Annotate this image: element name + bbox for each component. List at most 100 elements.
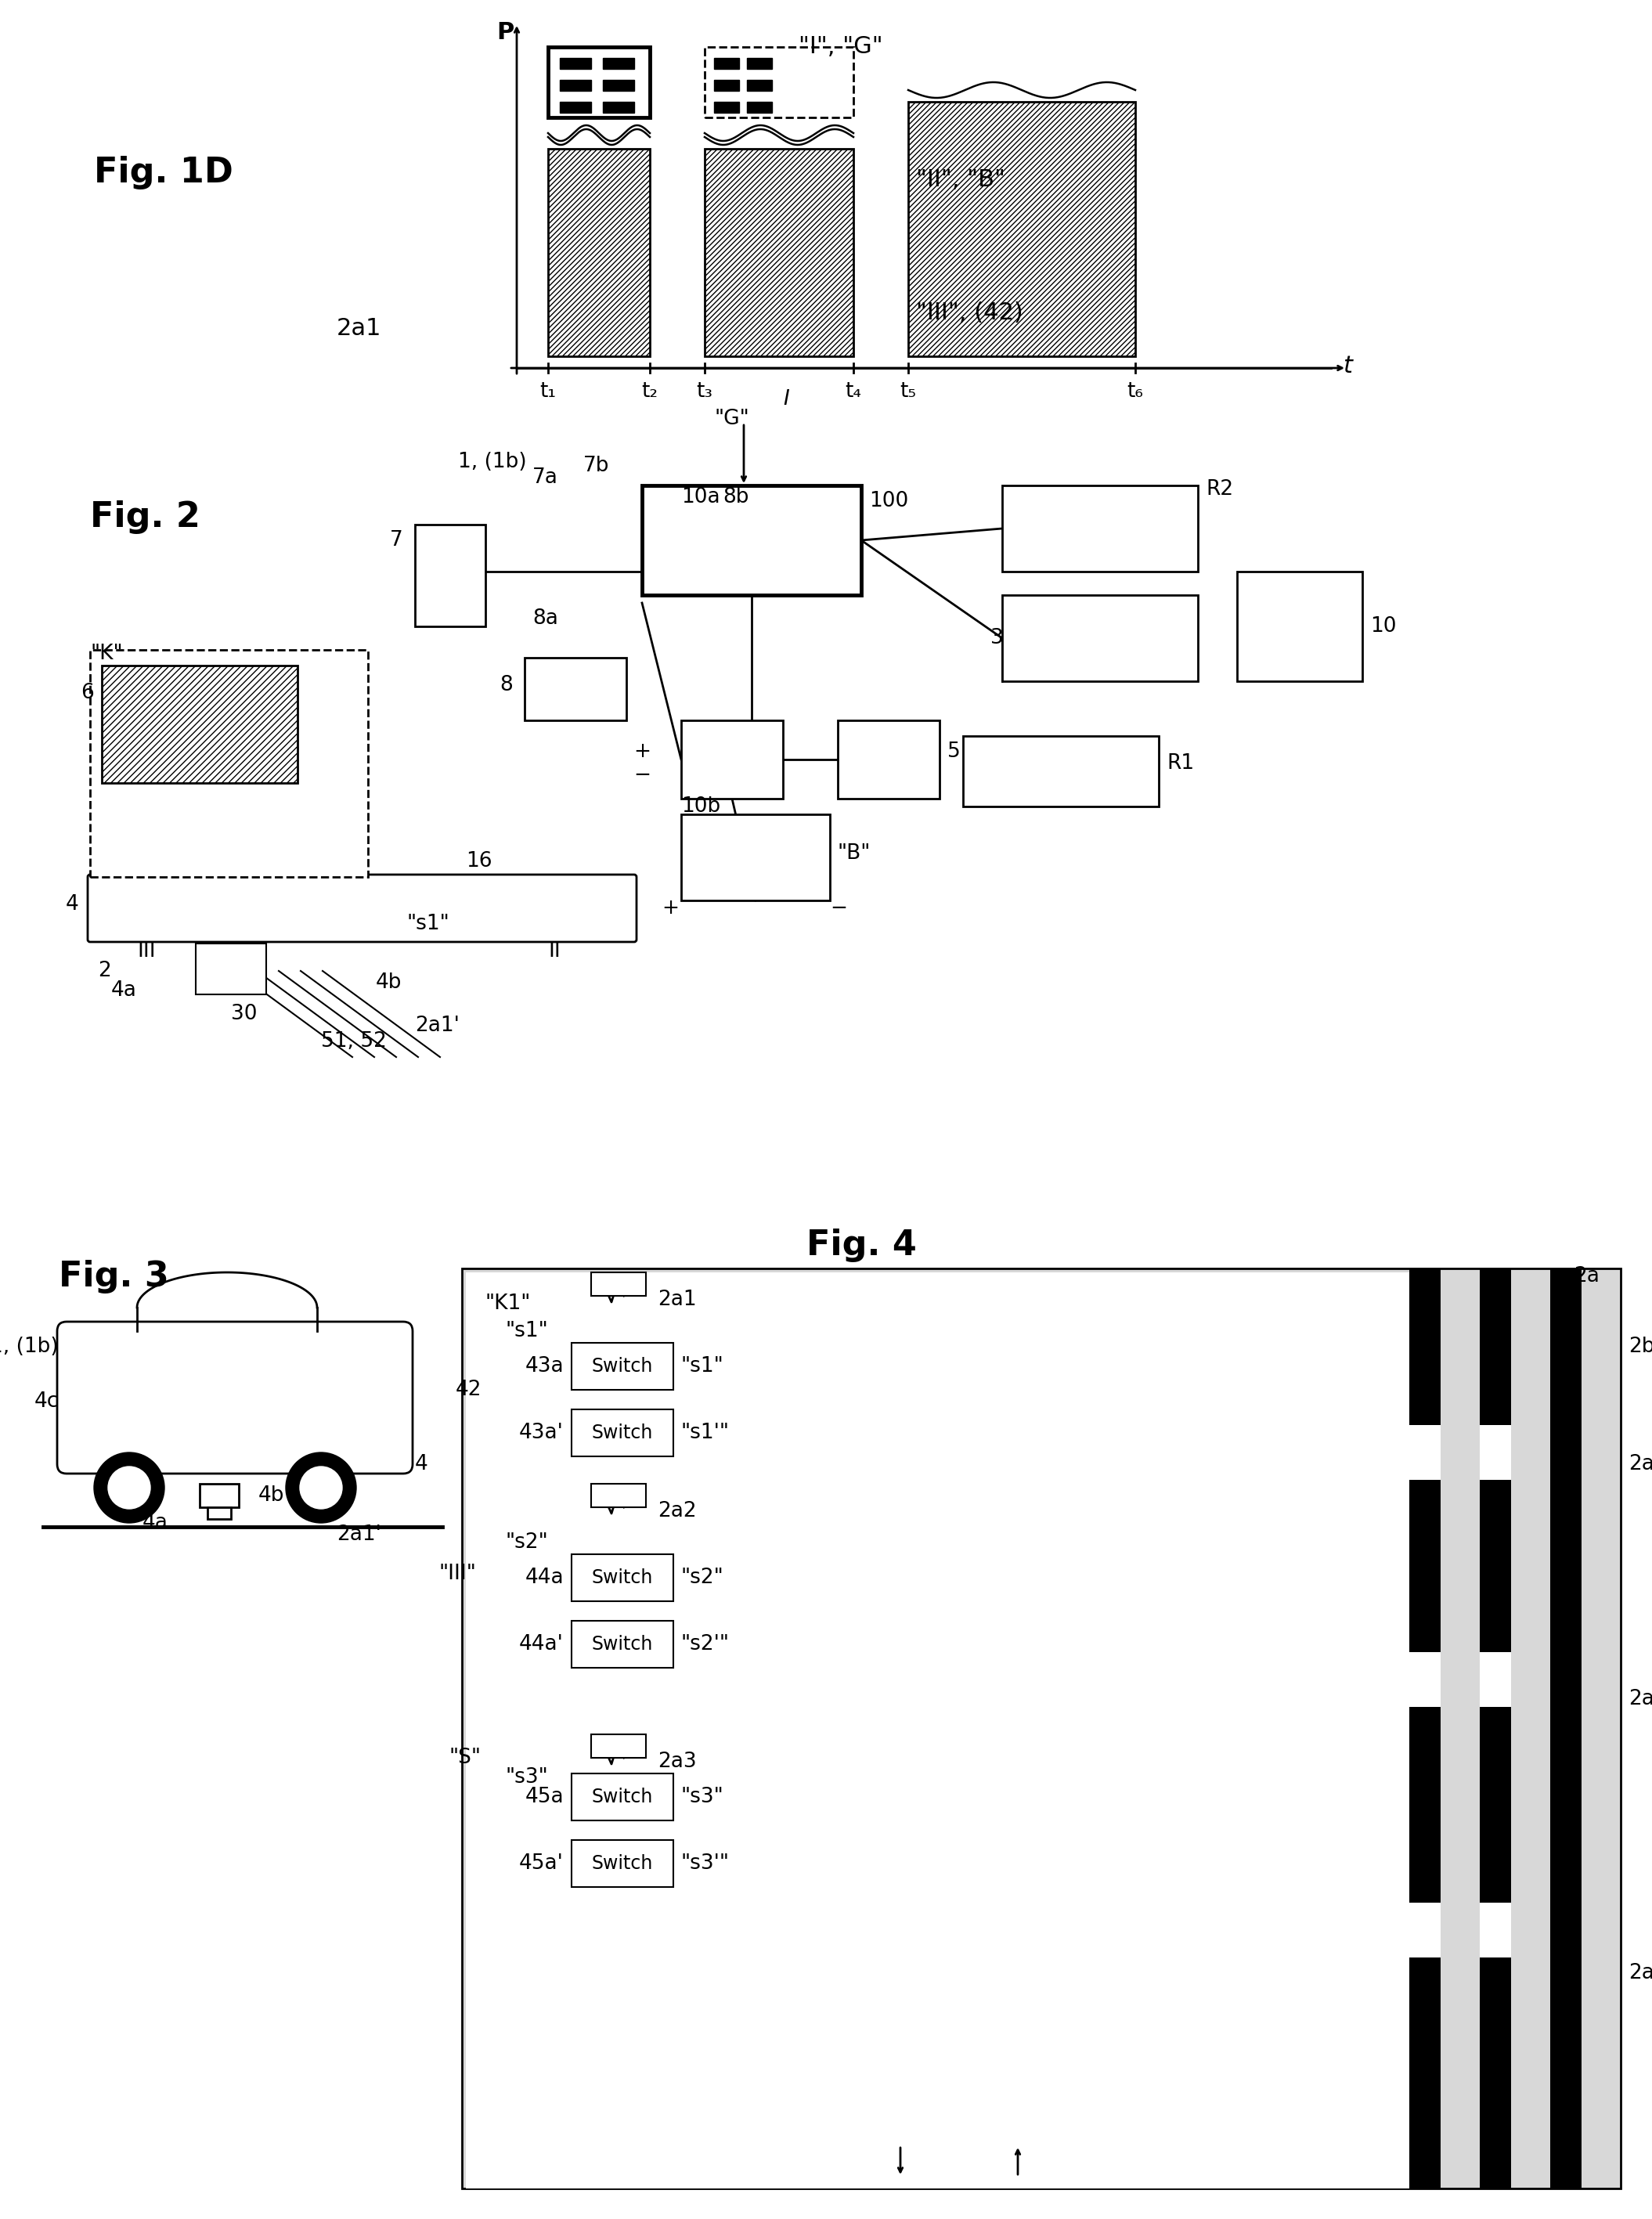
Text: 2: 2 [97, 961, 111, 981]
Bar [838, 721, 940, 799]
Text: "s3": "s3" [506, 1766, 548, 1789]
Text: 4: 4 [415, 1453, 428, 1473]
Text: 7a: 7a [532, 468, 558, 488]
Bar [560, 102, 591, 113]
Text: Fig. 3: Fig. 3 [59, 1260, 169, 1294]
Text: "III", (42): "III", (42) [917, 302, 1023, 324]
Text: 2a3': 2a3' [1629, 1964, 1652, 1984]
Bar [200, 1485, 240, 1507]
Bar [591, 1271, 646, 1296]
Text: Fig. 1D: Fig. 1D [94, 155, 233, 189]
Circle shape [301, 1467, 342, 1509]
Bar [1003, 595, 1198, 681]
Text: 7b: 7b [583, 455, 610, 477]
Text: "s1'": "s1'" [681, 1422, 730, 1442]
Bar [705, 149, 854, 357]
Text: 1, (1b): 1, (1b) [0, 1336, 59, 1358]
Bar [1409, 1425, 1441, 1480]
Text: 2a1': 2a1' [337, 1524, 382, 1544]
Text: Switch: Switch [591, 1569, 653, 1587]
Bar [525, 657, 626, 721]
Bar [1480, 1653, 1512, 1706]
Bar [681, 721, 783, 799]
Bar [548, 149, 649, 357]
Bar [1003, 486, 1198, 573]
Bar [102, 666, 297, 783]
Text: 2a3: 2a3 [657, 1751, 697, 1773]
Text: "s3'": "s3'" [681, 1853, 730, 1873]
Text: 43a: 43a [525, 1356, 563, 1376]
Text: Switch: Switch [591, 1358, 653, 1376]
Bar [195, 943, 266, 994]
Text: "s3": "s3" [681, 1786, 724, 1806]
Bar [572, 1773, 674, 1820]
Text: 1, (1b): 1, (1b) [458, 453, 527, 473]
Text: 3: 3 [991, 628, 1003, 648]
Text: −: − [829, 899, 847, 919]
Bar [1237, 573, 1363, 681]
Text: t₁: t₁ [540, 382, 557, 402]
Text: 44a': 44a' [519, 1633, 563, 1655]
Text: 2b: 2b [1629, 1336, 1652, 1358]
Bar [1480, 1425, 1512, 1480]
Text: "s1": "s1" [406, 914, 449, 934]
Text: "s2'": "s2'" [681, 1633, 730, 1655]
Bar [463, 1269, 1621, 2188]
Bar [1409, 1269, 1441, 2188]
Bar [572, 1840, 674, 1886]
Text: 42: 42 [456, 1380, 481, 1400]
Text: t₂: t₂ [641, 382, 657, 402]
Text: Switch: Switch [591, 1635, 653, 1653]
Bar [548, 47, 649, 118]
Bar [747, 58, 771, 69]
Bar [572, 1553, 674, 1602]
Bar [909, 102, 1135, 357]
Bar [705, 149, 854, 357]
Bar [714, 80, 738, 91]
Bar [1480, 1902, 1512, 1957]
Bar [1480, 1269, 1512, 2188]
Text: 4a: 4a [111, 981, 137, 1001]
Text: I: I [783, 388, 790, 411]
Text: 2a1: 2a1 [657, 1289, 697, 1309]
Text: 45a: 45a [525, 1786, 563, 1806]
Text: t₆: t₆ [1127, 382, 1143, 402]
Text: "B": "B" [838, 843, 871, 863]
Text: P: P [496, 22, 514, 44]
Text: 44a: 44a [525, 1567, 563, 1589]
Text: 7: 7 [390, 530, 403, 550]
Text: 2a: 2a [1574, 1267, 1599, 1287]
FancyBboxPatch shape [58, 1323, 413, 1473]
Bar [714, 58, 738, 69]
Text: "K": "K" [91, 644, 122, 663]
Bar [591, 1735, 646, 1757]
Text: 100: 100 [869, 490, 909, 510]
Text: +: + [633, 741, 651, 761]
Bar [603, 80, 634, 91]
Text: 4a: 4a [142, 1513, 169, 1533]
Text: 45a': 45a' [519, 1853, 563, 1873]
Text: t₃: t₃ [697, 382, 714, 402]
Text: t₄: t₄ [846, 382, 862, 402]
Bar [705, 47, 854, 118]
Text: "III": "III" [438, 1564, 476, 1584]
Text: 8b: 8b [724, 486, 748, 508]
Text: +: + [661, 899, 679, 919]
Text: 2a1': 2a1' [1629, 1453, 1652, 1473]
Bar [102, 666, 297, 783]
Text: III: III [137, 941, 155, 961]
Text: 8a: 8a [532, 608, 558, 628]
Bar [747, 80, 771, 91]
Bar [714, 102, 738, 113]
Text: II: II [548, 941, 560, 961]
Text: "II", "B": "II", "B" [917, 169, 1004, 191]
Text: 2a1': 2a1' [415, 1016, 459, 1036]
Bar [572, 1620, 674, 1669]
Circle shape [94, 1453, 165, 1522]
Text: Switch: Switch [591, 1422, 653, 1442]
Bar [963, 737, 1158, 805]
Text: 5: 5 [947, 741, 960, 761]
Bar [603, 102, 634, 113]
Text: "K1": "K1" [486, 1294, 532, 1314]
Text: 4b: 4b [375, 972, 401, 992]
